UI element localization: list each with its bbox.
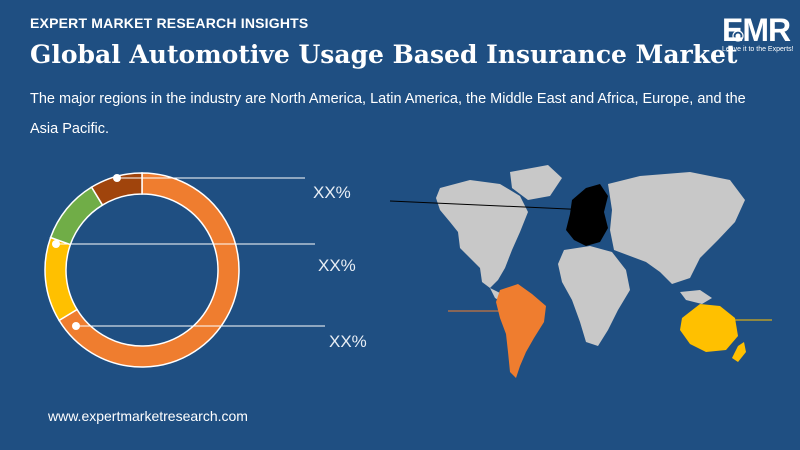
donut-slice-2 — [44, 236, 79, 322]
donut-chart — [44, 172, 240, 368]
map-asia — [608, 172, 745, 284]
data-label-2: XX% — [318, 256, 356, 275]
leader-dot-2 — [52, 240, 60, 248]
chart-leaders: XX% XX% XX% — [52, 174, 367, 351]
data-label-3: XX% — [329, 332, 367, 351]
map-north-america — [436, 180, 528, 288]
map-greenland — [510, 165, 562, 200]
emr-logo: EMR Leave it to the Experts! — [716, 12, 794, 58]
logo-text: EMR — [722, 12, 791, 48]
map-europe — [566, 184, 608, 246]
footer-url: www.expertmarketresearch.com — [48, 408, 248, 424]
donut-slice-1 — [58, 172, 240, 368]
map-latin-america — [496, 284, 546, 378]
donut-slice-3 — [49, 186, 104, 246]
map-se-asia — [680, 290, 712, 304]
page-title: Global Automotive Usage Based Insurance … — [30, 40, 738, 69]
map-new-zealand — [732, 342, 746, 362]
eyebrow-text: EXPERT MARKET RESEARCH INSIGHTS — [30, 15, 309, 31]
logo-globe-icon — [732, 30, 744, 42]
leader-dot-1 — [113, 174, 121, 182]
europe-callout-line — [389, 200, 591, 211]
description-text: The major regions in the industry are No… — [30, 91, 746, 137]
donut-slice-4 — [90, 172, 143, 207]
logo-tagline: Leave it to the Experts! — [722, 46, 794, 53]
world-map — [389, 165, 772, 378]
data-label-1: XX% — [313, 183, 351, 202]
map-australia — [680, 304, 738, 352]
leader-dot-3 — [72, 322, 80, 330]
map-africa — [558, 246, 630, 346]
